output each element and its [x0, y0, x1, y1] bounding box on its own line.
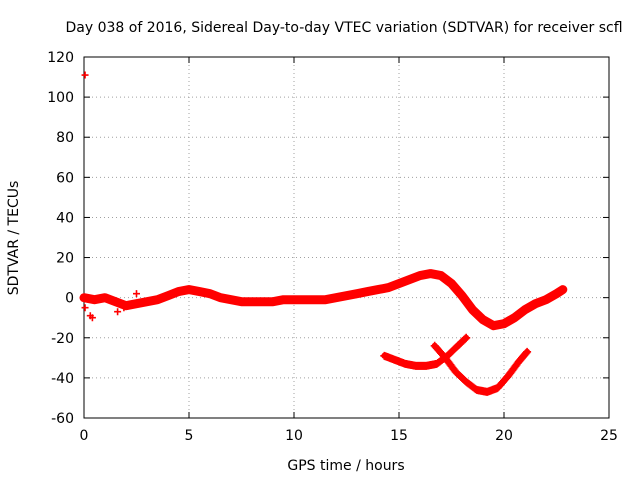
data-point: [522, 348, 531, 357]
data-point: [523, 347, 532, 356]
data-point: [558, 285, 567, 294]
y-tick-label: -40: [51, 371, 74, 387]
axis-ticks: -60 -40 -20 0 20 40 60 80 100 120 0 5 10 15 20 25: [47, 50, 618, 444]
series-lower-arc-2: [430, 341, 532, 396]
series-lower-arc-1: [380, 333, 471, 370]
y-tick-label: 40: [56, 210, 74, 226]
outlier-point: [81, 304, 89, 312]
data-point: [462, 333, 471, 342]
x-tick-label: 25: [600, 428, 618, 444]
data-points: [79, 71, 568, 396]
y-tick-label: 100: [47, 90, 74, 106]
x-tick-label: 15: [390, 428, 408, 444]
outlier-point: [114, 308, 122, 316]
y-tick-label: 80: [56, 130, 74, 146]
y-tick-label: 0: [65, 291, 74, 307]
chart-title: Day 038 of 2016, Sidereal Day-to-day VTE…: [65, 20, 622, 36]
series-outliers: [81, 71, 140, 322]
y-tick-label: -60: [51, 411, 74, 427]
outlier-point: [120, 304, 128, 312]
x-tick-label: 5: [185, 428, 194, 444]
x-tick-label: 10: [285, 428, 303, 444]
y-tick-label: -20: [51, 331, 74, 347]
x-tick-label: 0: [80, 428, 89, 444]
y-tick-label: 60: [56, 170, 74, 186]
grid-lines: [84, 57, 609, 418]
y-tick-label: 20: [56, 251, 74, 267]
y-tick-label: 120: [47, 50, 74, 66]
outlier-point: [133, 290, 140, 298]
x-tick-label: 20: [495, 428, 513, 444]
outlier-point: [81, 71, 89, 79]
plot-frame: [83, 56, 610, 419]
outlier-point: [88, 314, 96, 322]
y-axis-label: SDTVAR / TECUs: [6, 181, 22, 296]
data-point: [460, 335, 469, 344]
data-point: [461, 334, 470, 343]
x-axis-label: GPS time / hours: [287, 458, 404, 474]
series-main-trace: [79, 269, 568, 331]
